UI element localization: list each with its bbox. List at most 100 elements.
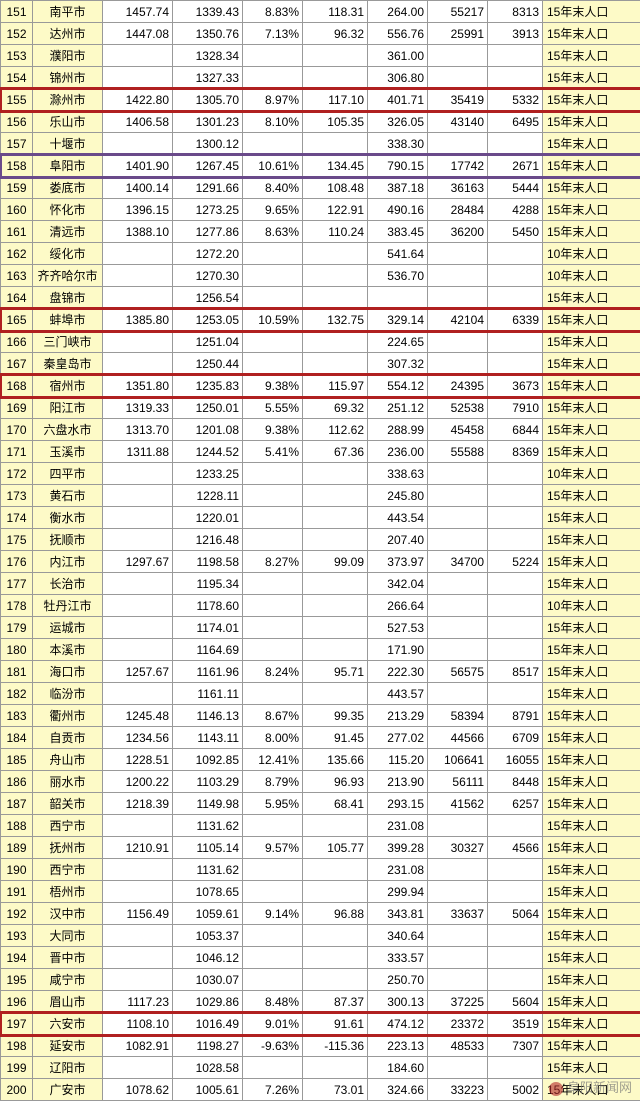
col-g bbox=[488, 485, 543, 507]
col-a: 1319.33 bbox=[103, 397, 173, 419]
col-f bbox=[428, 573, 488, 595]
note: 15年末人口 bbox=[543, 947, 640, 969]
table-row: 172四平市1233.25338.6310年末人口 bbox=[1, 463, 640, 485]
col-g bbox=[488, 463, 543, 485]
col-b: 1059.61 bbox=[173, 903, 243, 925]
col-c bbox=[243, 45, 303, 67]
table-row: 171玉溪市1311.881244.525.41%67.36236.005558… bbox=[1, 441, 640, 463]
col-d bbox=[303, 617, 368, 639]
table-row: 157十堰市1300.12338.3015年末人口 bbox=[1, 133, 640, 155]
col-f: 44566 bbox=[428, 727, 488, 749]
col-e: 790.15 bbox=[368, 155, 428, 177]
col-e: 556.76 bbox=[368, 23, 428, 45]
city-name: 秦皇岛市 bbox=[33, 353, 103, 375]
col-b: 1272.20 bbox=[173, 243, 243, 265]
col-f bbox=[428, 1057, 488, 1079]
col-a: 1400.14 bbox=[103, 177, 173, 199]
col-d: 96.88 bbox=[303, 903, 368, 925]
note: 15年末人口 bbox=[543, 397, 640, 419]
col-f: 48533 bbox=[428, 1035, 488, 1057]
col-d: 108.48 bbox=[303, 177, 368, 199]
col-b: 1273.25 bbox=[173, 199, 243, 221]
col-e: 293.15 bbox=[368, 793, 428, 815]
col-f bbox=[428, 265, 488, 287]
col-d: 87.37 bbox=[303, 991, 368, 1013]
col-g: 5444 bbox=[488, 177, 543, 199]
col-g bbox=[488, 331, 543, 353]
row-num: 182 bbox=[1, 683, 33, 705]
col-c: 7.13% bbox=[243, 23, 303, 45]
col-b: 1164.69 bbox=[173, 639, 243, 661]
col-e bbox=[368, 287, 428, 309]
col-g: 6257 bbox=[488, 793, 543, 815]
col-e: 387.18 bbox=[368, 177, 428, 199]
col-g bbox=[488, 947, 543, 969]
city-name: 广安市 bbox=[33, 1079, 103, 1101]
col-c: 8.24% bbox=[243, 661, 303, 683]
row-num: 179 bbox=[1, 617, 33, 639]
city-name: 大同市 bbox=[33, 925, 103, 947]
col-d: 135.66 bbox=[303, 749, 368, 771]
row-num: 200 bbox=[1, 1079, 33, 1101]
row-num: 192 bbox=[1, 903, 33, 925]
col-g bbox=[488, 859, 543, 881]
table-row: 193大同市1053.37340.6415年末人口 bbox=[1, 925, 640, 947]
col-c: 5.95% bbox=[243, 793, 303, 815]
row-num: 158 bbox=[1, 155, 33, 177]
city-name: 自贡市 bbox=[33, 727, 103, 749]
row-num: 197 bbox=[1, 1013, 33, 1035]
city-name: 本溪市 bbox=[33, 639, 103, 661]
col-g bbox=[488, 67, 543, 89]
col-b: 1131.62 bbox=[173, 859, 243, 881]
note: 15年末人口 bbox=[543, 309, 640, 331]
note: 15年末人口 bbox=[543, 1035, 640, 1057]
col-g: 5450 bbox=[488, 221, 543, 243]
row-num: 173 bbox=[1, 485, 33, 507]
col-a: 1234.56 bbox=[103, 727, 173, 749]
col-g: 5604 bbox=[488, 991, 543, 1013]
col-b: 1235.83 bbox=[173, 375, 243, 397]
col-a bbox=[103, 67, 173, 89]
col-e: 541.64 bbox=[368, 243, 428, 265]
col-d bbox=[303, 529, 368, 551]
note: 15年末人口 bbox=[543, 375, 640, 397]
table-row: 167秦皇岛市1250.44307.3215年末人口 bbox=[1, 353, 640, 375]
col-e: 333.57 bbox=[368, 947, 428, 969]
col-c bbox=[243, 485, 303, 507]
col-f bbox=[428, 243, 488, 265]
col-b: 1161.96 bbox=[173, 661, 243, 683]
col-c: 12.41% bbox=[243, 749, 303, 771]
note: 15年末人口 bbox=[543, 771, 640, 793]
col-a bbox=[103, 947, 173, 969]
row-num: 188 bbox=[1, 815, 33, 837]
col-c bbox=[243, 287, 303, 309]
col-b: 1092.85 bbox=[173, 749, 243, 771]
note: 15年末人口 bbox=[543, 815, 640, 837]
col-e: 324.66 bbox=[368, 1079, 428, 1101]
col-a: 1406.58 bbox=[103, 111, 173, 133]
col-b: 1016.49 bbox=[173, 1013, 243, 1035]
col-f: 17742 bbox=[428, 155, 488, 177]
col-f: 52538 bbox=[428, 397, 488, 419]
col-d bbox=[303, 485, 368, 507]
city-name: 西宁市 bbox=[33, 859, 103, 881]
row-num: 187 bbox=[1, 793, 33, 815]
col-a bbox=[103, 925, 173, 947]
col-b: 1291.66 bbox=[173, 177, 243, 199]
col-d bbox=[303, 67, 368, 89]
col-c bbox=[243, 595, 303, 617]
row-num: 193 bbox=[1, 925, 33, 947]
col-e: 536.70 bbox=[368, 265, 428, 287]
row-num: 168 bbox=[1, 375, 33, 397]
col-a: 1210.91 bbox=[103, 837, 173, 859]
col-d bbox=[303, 969, 368, 991]
city-name: 韶关市 bbox=[33, 793, 103, 815]
row-num: 181 bbox=[1, 661, 33, 683]
col-b: 1053.37 bbox=[173, 925, 243, 947]
col-f: 56111 bbox=[428, 771, 488, 793]
table-row: 182临汾市1161.11443.5715年末人口 bbox=[1, 683, 640, 705]
col-a bbox=[103, 463, 173, 485]
col-d: 96.32 bbox=[303, 23, 368, 45]
col-d bbox=[303, 859, 368, 881]
col-g bbox=[488, 243, 543, 265]
